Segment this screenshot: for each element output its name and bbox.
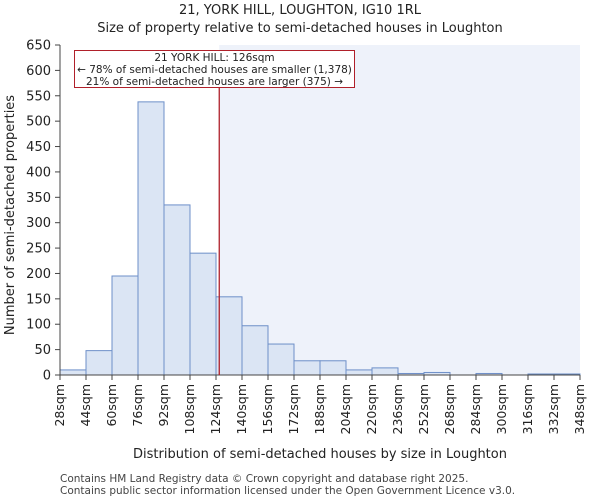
y-tick-label-600: 600 bbox=[26, 64, 51, 79]
x-tick-label-268: 268sqm bbox=[442, 384, 457, 434]
x-tick-label-236: 236sqm bbox=[390, 384, 405, 434]
y-tick-label-250: 250 bbox=[26, 242, 51, 257]
x-tick-label-188: 188sqm bbox=[312, 384, 327, 434]
x-tick-label-60: 60sqm bbox=[104, 384, 119, 427]
chart-title: 21, YORK HILL, LOUGHTON, IG10 1RL bbox=[179, 3, 421, 18]
y-axis-label: Number of semi-detached properties bbox=[3, 95, 18, 335]
histogram-bar-188-204 bbox=[319, 360, 347, 376]
x-axis-label: Distribution of semi-detached houses by … bbox=[133, 447, 507, 462]
y-tick-label-300: 300 bbox=[26, 216, 51, 231]
histogram-bar-92-108 bbox=[163, 204, 191, 376]
histogram-bar-108-124 bbox=[189, 252, 217, 376]
histogram-bar-156-172 bbox=[267, 343, 295, 376]
y-tick-label-350: 350 bbox=[26, 191, 51, 206]
histogram-bar-220-236 bbox=[371, 367, 399, 376]
x-tick-label-28: 28sqm bbox=[52, 384, 67, 427]
x-tick-label-284: 284sqm bbox=[468, 384, 483, 434]
y-tick-label-100: 100 bbox=[26, 318, 51, 333]
y-tick-label-150: 150 bbox=[26, 292, 51, 307]
histogram-bar-172-188 bbox=[293, 360, 321, 376]
annotation-property-line: 21 YORK HILL: 126sqm bbox=[154, 52, 275, 64]
x-tick-label-252: 252sqm bbox=[416, 384, 431, 434]
histogram-bar-124-140 bbox=[215, 296, 243, 376]
larger-houses-region bbox=[219, 45, 580, 375]
x-tick-label-300: 300sqm bbox=[494, 384, 509, 434]
y-tick-label-650: 650 bbox=[26, 39, 51, 54]
x-tick-label-220: 220sqm bbox=[364, 384, 379, 434]
x-tick-label-108: 108sqm bbox=[182, 384, 197, 434]
x-tick-label-92: 92sqm bbox=[156, 384, 171, 427]
y-tick-label-500: 500 bbox=[26, 115, 51, 130]
x-tick-label-140: 140sqm bbox=[234, 384, 249, 434]
x-tick-label-156: 156sqm bbox=[260, 384, 275, 434]
y-tick-label-200: 200 bbox=[26, 267, 51, 282]
annotation-smaller-line: ← 78% of semi-detached houses are smalle… bbox=[77, 64, 352, 76]
x-tick-label-332: 332sqm bbox=[546, 384, 561, 434]
histogram-bar-140-156 bbox=[241, 325, 269, 376]
histogram-bar-76-92 bbox=[137, 101, 165, 376]
x-tick-label-44: 44sqm bbox=[78, 384, 93, 427]
y-tick-label-400: 400 bbox=[26, 165, 51, 180]
y-tick-label-50: 50 bbox=[34, 343, 51, 358]
x-tick-label-316: 316sqm bbox=[520, 384, 535, 434]
y-tick-label-550: 550 bbox=[26, 89, 51, 104]
histogram-bar-204-220 bbox=[345, 369, 373, 376]
footer-licence: Contains public sector information licen… bbox=[60, 485, 516, 497]
y-tick-label-450: 450 bbox=[26, 140, 51, 155]
x-tick-label-348: 348sqm bbox=[572, 384, 587, 434]
x-tick-label-172: 172sqm bbox=[286, 384, 301, 434]
chart-subtitle: Size of property relative to semi-detach… bbox=[97, 21, 503, 36]
x-tick-label-204: 204sqm bbox=[338, 384, 353, 434]
x-tick-label-76: 76sqm bbox=[130, 384, 145, 427]
footer-copyright: Contains HM Land Registry data © Crown c… bbox=[60, 473, 469, 485]
histogram-bar-44-60 bbox=[85, 350, 113, 376]
histogram-bar-60-76 bbox=[111, 275, 139, 376]
histogram-bar-28-44 bbox=[59, 369, 87, 376]
y-tick-label-0: 0 bbox=[43, 369, 51, 384]
annotation-larger-line: 21% of semi-detached houses are larger (… bbox=[86, 76, 343, 88]
x-tick-label-124: 124sqm bbox=[208, 384, 223, 434]
property-annotation-box: 21 YORK HILL: 126sqm ← 78% of semi-detac… bbox=[74, 50, 355, 88]
